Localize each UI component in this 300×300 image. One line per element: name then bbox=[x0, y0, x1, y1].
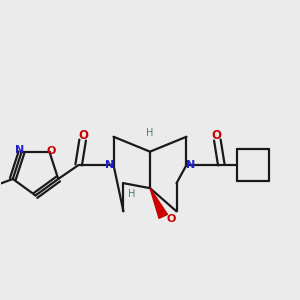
Text: H: H bbox=[146, 128, 153, 138]
Text: O: O bbox=[212, 129, 222, 142]
Text: O: O bbox=[167, 214, 176, 224]
Polygon shape bbox=[150, 188, 167, 218]
Text: O: O bbox=[46, 146, 56, 156]
Text: O: O bbox=[78, 129, 88, 142]
Text: H: H bbox=[128, 189, 135, 199]
Text: N: N bbox=[105, 160, 114, 170]
Text: N: N bbox=[186, 160, 195, 170]
Text: N: N bbox=[15, 145, 25, 155]
